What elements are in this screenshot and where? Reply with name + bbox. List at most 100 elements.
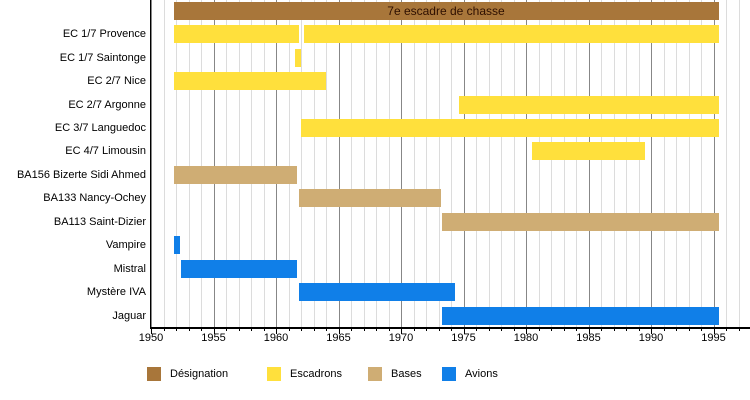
legend-label-designation: Désignation: [170, 368, 229, 380]
timeline-bar-escadrons-4-0: [458, 95, 719, 114]
row-label-ec-3-7-languedoc: EC 3/7 Languedoc: [54, 122, 146, 134]
timeline-bar-escadrons-1-1: [303, 25, 719, 44]
gridline-1966: [351, 0, 352, 327]
x-axis-line: [149, 327, 750, 329]
gridline-1987: [613, 0, 615, 327]
axis-tick-1965: [338, 328, 340, 334]
axis-tick-1967: [363, 328, 365, 331]
designation-bar-title: 7e escadre de chasse: [387, 3, 505, 18]
gridline-1969: [388, 0, 390, 327]
tick-label-1970: 1970: [388, 332, 414, 344]
axis-tick-1994: [701, 328, 702, 331]
legend-swatch-avions: [442, 367, 456, 381]
axis-tick-1991: [663, 328, 665, 331]
gridline-1950: [151, 0, 152, 327]
axis-tick-1950: [151, 328, 152, 334]
axis-tick-1973: [438, 328, 440, 331]
row-label-ba133-nancy-ochey: BA133 Nancy-Ochey: [43, 192, 146, 205]
tick-label-1995: 1995: [701, 332, 726, 344]
axis-tick-1963: [313, 328, 315, 331]
gridline-1988: [626, 0, 627, 327]
axis-tick-1989: [638, 328, 640, 331]
gridline-1981: [538, 0, 540, 327]
gridline-1961: [288, 0, 290, 327]
row-label-ba113-saint-dizier: BA113 Saint-Dizier: [53, 215, 146, 228]
legend-swatch-escadrons: [267, 367, 281, 381]
axis-tick-1990: [651, 328, 652, 334]
row-label-ec-4-7-limousin: EC 4/7 Limousin: [65, 145, 146, 158]
gridline-1973: [438, 0, 440, 327]
timeline-bar-escadrons-1-0: [173, 25, 299, 44]
axis-tick-1976: [476, 328, 477, 331]
axis-tick-1980: [526, 328, 527, 334]
row-label-jaguar: Jaguar: [112, 309, 146, 322]
gridline-1972: [426, 0, 427, 327]
axis-tick-1975: [463, 328, 465, 334]
axis-tick-1995: [713, 328, 715, 334]
gridline-1952: [176, 0, 177, 327]
gridline-1986: [601, 0, 602, 327]
row-label-ec-2-7-nice: EC 2/7 Nice: [87, 75, 146, 88]
timeline-bar-avions-13-0: [442, 306, 719, 325]
axis-tick-1978: [501, 328, 502, 331]
axis-tick-1983: [563, 328, 565, 331]
gridline-1990: [651, 0, 652, 327]
axis-tick-1952: [176, 328, 177, 331]
axis-tick-1968: [376, 328, 377, 331]
row-label-ec-2-7-argonne: EC 2/7 Argonne: [68, 98, 146, 111]
axis-tick-1957: [238, 328, 240, 331]
axis-tick-1997: [738, 328, 740, 331]
timeline-bar-avions-10-0: [173, 236, 180, 255]
gridline-1974: [451, 0, 452, 327]
gridline-1975: [463, 0, 465, 327]
timeline-bar-avions-11-0: [181, 259, 298, 278]
axis-tick-1987: [613, 328, 615, 331]
gridline-1978: [501, 0, 502, 327]
tick-label-1955: 1955: [201, 332, 226, 344]
timeline-bar-bases-8-0: [298, 189, 441, 208]
axis-tick-1954: [201, 328, 202, 331]
axis-tick-1979: [513, 328, 515, 331]
tick-label-1980: 1980: [513, 332, 539, 344]
gridline-1964: [326, 0, 327, 327]
gridline-1976: [476, 0, 477, 327]
gridline-1957: [238, 0, 240, 327]
axis-tick-1996: [726, 328, 727, 331]
axis-tick-1974: [451, 328, 452, 331]
tick-label-1985: 1985: [576, 332, 601, 344]
timeline-bar-escadrons-6-0: [532, 142, 645, 161]
gridline-1983: [563, 0, 565, 327]
y-axis-line: [149, 0, 151, 328]
axis-tick-1985: [588, 328, 590, 334]
gridline-1956: [226, 0, 227, 327]
axis-tick-1961: [288, 328, 290, 331]
gridline-1993: [688, 0, 690, 327]
gridline-1994: [701, 0, 702, 327]
row-label-vampire: Vampire: [105, 239, 146, 252]
gridline-1968: [376, 0, 377, 327]
axis-tick-1964: [326, 328, 327, 331]
axis-tick-1962: [301, 328, 302, 331]
axis-tick-1971: [413, 328, 415, 331]
axis-tick-1981: [538, 328, 540, 331]
axis-tick-1953: [188, 328, 190, 331]
tick-label-1960: 1960: [263, 332, 289, 344]
axis-tick-1993: [688, 328, 690, 331]
gridline-1970: [401, 0, 402, 327]
row-label-mistral: Mistral: [113, 262, 146, 275]
gridline-1967: [363, 0, 365, 327]
gridline-1955: [213, 0, 215, 327]
gridline-1982: [551, 0, 552, 327]
gridline-1959: [263, 0, 265, 327]
axis-tick-1959: [263, 328, 265, 331]
gridline-1992: [676, 0, 677, 327]
legend-label-escadrons: Escadrons: [290, 368, 342, 380]
row-label-ec-1-7-saintonge: EC 1/7 Saintonge: [59, 51, 146, 64]
timeline-bar-designation-0-0: 7e escadre de chasse: [173, 1, 719, 20]
axis-tick-1988: [626, 328, 627, 331]
row-label-ba156-bizerte-sidi-ahmed: BA156 Bizerte Sidi Ahmed: [16, 168, 146, 181]
gridline-1985: [588, 0, 590, 327]
timeline-bar-avions-12-0: [298, 283, 455, 302]
gridline-1980: [526, 0, 527, 327]
legend-label-bases: Bases: [391, 368, 422, 380]
